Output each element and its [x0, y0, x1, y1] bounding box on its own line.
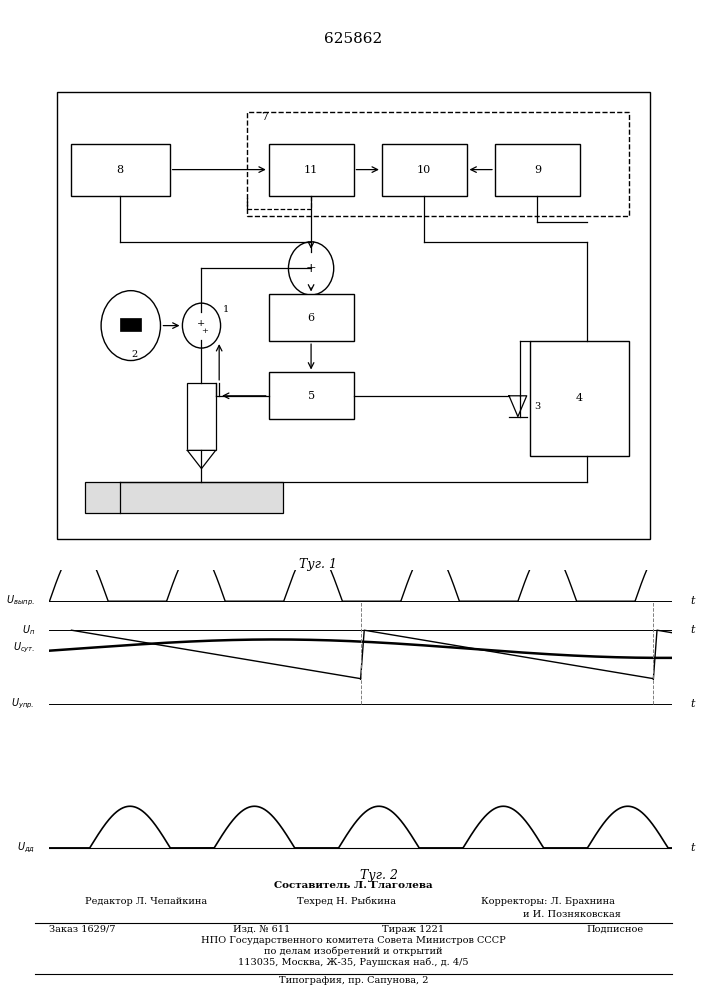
Polygon shape — [187, 450, 216, 469]
Bar — [247, 112, 629, 216]
Bar — [382, 144, 467, 196]
Text: 10: 10 — [417, 165, 431, 175]
Text: Техред Н. Рыбкина: Техред Н. Рыбкина — [297, 896, 396, 906]
Text: 2: 2 — [132, 350, 137, 359]
Text: 5: 5 — [308, 391, 315, 401]
Text: 8: 8 — [117, 165, 124, 175]
Text: t: t — [690, 699, 694, 709]
Text: 9: 9 — [534, 165, 541, 175]
Text: Τуг. 1: Τуг. 1 — [299, 558, 337, 571]
Text: НПО Государственного комитета Совета Министров СССР: НПО Государственного комитета Совета Мин… — [201, 936, 506, 945]
Text: 625862: 625862 — [325, 32, 382, 46]
Bar — [187, 383, 216, 450]
Text: +: + — [201, 327, 209, 335]
Bar — [71, 144, 170, 196]
Text: $U_{сут.}$: $U_{сут.}$ — [13, 641, 35, 655]
Bar — [120, 318, 141, 331]
Text: 1: 1 — [223, 306, 229, 314]
Text: 11: 11 — [304, 165, 318, 175]
Bar — [530, 341, 629, 456]
Bar — [269, 372, 354, 419]
Text: 4: 4 — [576, 393, 583, 403]
Text: $U_{выпр.}$: $U_{выпр.}$ — [6, 594, 35, 608]
Text: Корректоры: Л. Брахнина: Корректоры: Л. Брахнина — [481, 897, 614, 906]
Text: Подписное: Подписное — [587, 925, 644, 934]
Text: 113035, Москва, Ж-35, Раушская наб., д. 4/5: 113035, Москва, Ж-35, Раушская наб., д. … — [238, 958, 469, 967]
Text: Редактор Л. Чепайкина: Редактор Л. Чепайкина — [85, 897, 207, 906]
Text: Изд. № 611: Изд. № 611 — [233, 925, 291, 934]
Text: +: + — [305, 262, 317, 275]
Bar — [85, 482, 283, 513]
Text: Заказ 1629/7: Заказ 1629/7 — [49, 925, 116, 934]
Ellipse shape — [182, 303, 221, 348]
Bar — [269, 294, 354, 341]
Text: t: t — [690, 625, 694, 635]
Bar — [495, 144, 580, 196]
Text: 7: 7 — [262, 112, 269, 122]
Ellipse shape — [101, 291, 160, 361]
Bar — [57, 92, 650, 539]
Text: 3: 3 — [534, 402, 540, 411]
Text: Типография, пр. Сапунова, 2: Типография, пр. Сапунова, 2 — [279, 976, 428, 985]
Text: 6: 6 — [308, 313, 315, 323]
Text: $U_{дд}$: $U_{дд}$ — [17, 841, 35, 855]
Text: по делам изобретений и открытий: по делам изобретений и открытий — [264, 946, 443, 956]
Ellipse shape — [288, 242, 334, 295]
Text: Тираж 1221: Тираж 1221 — [382, 925, 444, 934]
Text: +: + — [197, 318, 206, 328]
Text: $U_{упр.}$: $U_{упр.}$ — [11, 697, 35, 711]
Text: $U_{п}$: $U_{п}$ — [21, 623, 35, 637]
Text: t: t — [690, 596, 694, 606]
Text: и И. Позняковская: и И. Позняковская — [523, 910, 621, 919]
Text: Составитель Л. Глаголева: Составитель Л. Глаголева — [274, 881, 433, 890]
Text: t: t — [690, 843, 694, 853]
Bar — [269, 144, 354, 196]
Text: Τуг. 2: Τуг. 2 — [360, 869, 398, 882]
